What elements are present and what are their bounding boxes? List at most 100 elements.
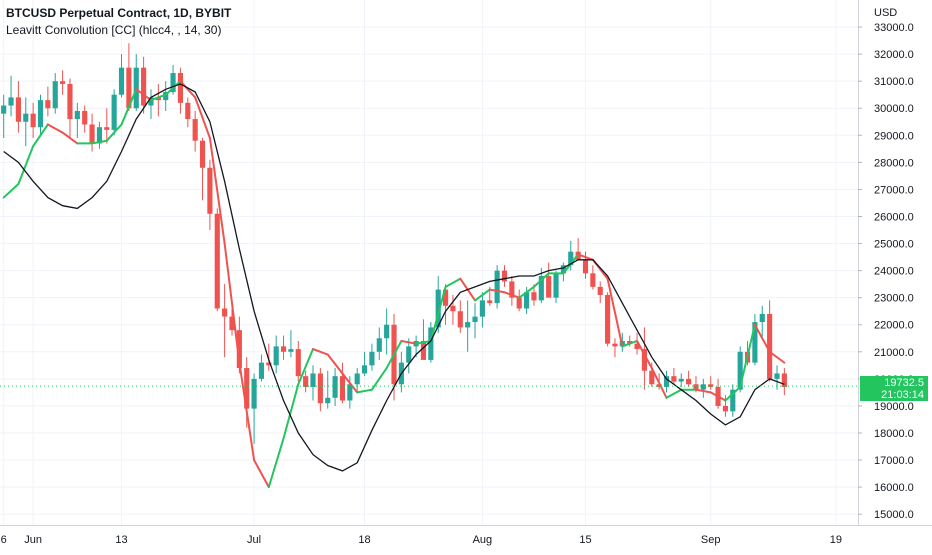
- fast-line-segment: [312, 348, 329, 356]
- fast-line-segment: [444, 277, 462, 288]
- candle-body: [192, 119, 198, 141]
- y-tick-label: 21000.0: [874, 347, 914, 359]
- price-axis[interactable]: 33000.0 32000.0 31000.0 30000.0 29000.0 28000…: [858, 22, 914, 521]
- time-axis[interactable]: 6 Jun 13 Jul 18 Aug 15 Sep 19: [1, 534, 842, 546]
- fast-line-segment: [474, 288, 491, 302]
- candle-body: [133, 67, 139, 109]
- candle-body: [126, 67, 132, 109]
- candle-body: [641, 349, 647, 371]
- candle-body: [214, 213, 220, 309]
- candle-body: [590, 273, 596, 287]
- candle-body: [163, 92, 169, 101]
- candle-body: [686, 378, 692, 385]
- candle-body: [222, 308, 228, 317]
- fast-line-segment: [532, 272, 550, 288]
- fast-line-segment: [194, 96, 211, 140]
- candle-body: [199, 140, 206, 168]
- candle-body: [487, 300, 493, 304]
- fast-line-segment: [253, 459, 270, 489]
- candle-body: [605, 294, 611, 344]
- candle-body: [671, 376, 677, 382]
- candle-body: [752, 322, 758, 363]
- candle-body: [273, 346, 279, 366]
- candle-body: [597, 286, 603, 295]
- candle-body: [627, 340, 633, 344]
- candle-body: [288, 349, 294, 352]
- candle-body: [155, 97, 161, 101]
- fast-line-segment: [606, 277, 624, 348]
- fast-line-segment: [577, 253, 594, 261]
- x-tick-label: Sep: [701, 534, 721, 546]
- candle-body: [501, 270, 508, 282]
- candle-body: [74, 110, 80, 120]
- fast-line-segment: [488, 288, 506, 294]
- fast-line-segment: [709, 391, 727, 402]
- candle-body: [531, 292, 537, 301]
- fast-line-segment: [753, 323, 771, 353]
- candle-body: [317, 373, 323, 404]
- candle-body: [89, 124, 95, 144]
- fast-line-segment: [32, 123, 49, 148]
- candle-body: [177, 73, 184, 103]
- y-tick-label: 22000.0: [874, 320, 914, 332]
- fast-line-segment: [326, 353, 344, 375]
- candle-body: [693, 384, 699, 390]
- y-tick-label: 23000.0: [874, 293, 914, 305]
- fast-line-segment: [223, 242, 241, 364]
- fast-line-segment: [46, 123, 64, 134]
- candle-body: [251, 378, 257, 409]
- candle-body: [767, 313, 773, 379]
- candle-body: [582, 259, 589, 274]
- fast-line-segment: [650, 367, 668, 399]
- candle-body: [663, 376, 670, 387]
- candle-body: [560, 265, 566, 274]
- x-tick-label: 15: [579, 534, 591, 546]
- candle-body: [678, 378, 684, 382]
- candle-body: [553, 273, 559, 298]
- candle-body: [428, 327, 434, 360]
- candle-body: [111, 94, 117, 130]
- candle-body: [730, 389, 736, 412]
- y-tick-label: 29000.0: [874, 130, 914, 142]
- fast-line-segment: [400, 339, 418, 345]
- y-tick-label: 24000.0: [874, 266, 914, 278]
- candle-body: [30, 113, 36, 128]
- candle-body: [406, 346, 412, 363]
- fast-line-segment: [503, 291, 521, 299]
- candle-body: [8, 97, 14, 106]
- y-tick-label: 19000.0: [874, 401, 914, 413]
- y-tick-label: 30000.0: [874, 103, 914, 115]
- indicator-lines-layer: [2, 80, 786, 489]
- y-tick-label: 27000.0: [874, 184, 914, 196]
- fast-line-segment: [17, 145, 35, 186]
- candle-body: [1, 105, 7, 114]
- candle-body: [118, 67, 125, 95]
- candle-body: [700, 384, 706, 390]
- fast-line-segment: [267, 437, 285, 489]
- fast-line-segment: [135, 88, 152, 102]
- candle-body: [23, 113, 29, 122]
- fast-line-segment: [208, 137, 226, 245]
- fast-line-segment: [621, 339, 639, 348]
- y-tick-label: 18000.0: [874, 428, 914, 440]
- x-tick-label: Jun: [24, 534, 42, 546]
- candle-body: [494, 270, 500, 304]
- symbol-title[interactable]: BTCUSD Perpetual Contract, 1D, BYBIT: [6, 6, 232, 20]
- x-tick-label: 6: [1, 534, 7, 546]
- fast-line-segment: [282, 383, 300, 440]
- candle-body: [774, 373, 780, 379]
- fast-line-segment: [518, 285, 535, 299]
- candle-body: [229, 316, 235, 331]
- fast-line-segment: [105, 123, 123, 142]
- candle-body: [67, 83, 73, 120]
- indicator-title[interactable]: Leavitt Convolution [CC] (hlcc4, , 14, 3…: [6, 23, 222, 37]
- candle-body: [634, 343, 640, 350]
- candle-body: [420, 340, 427, 360]
- price-axis-unit: USD: [874, 7, 897, 19]
- candle-body: [104, 127, 110, 130]
- candle-body: [546, 276, 552, 298]
- candle-body: [465, 322, 471, 328]
- candle-body: [708, 384, 714, 387]
